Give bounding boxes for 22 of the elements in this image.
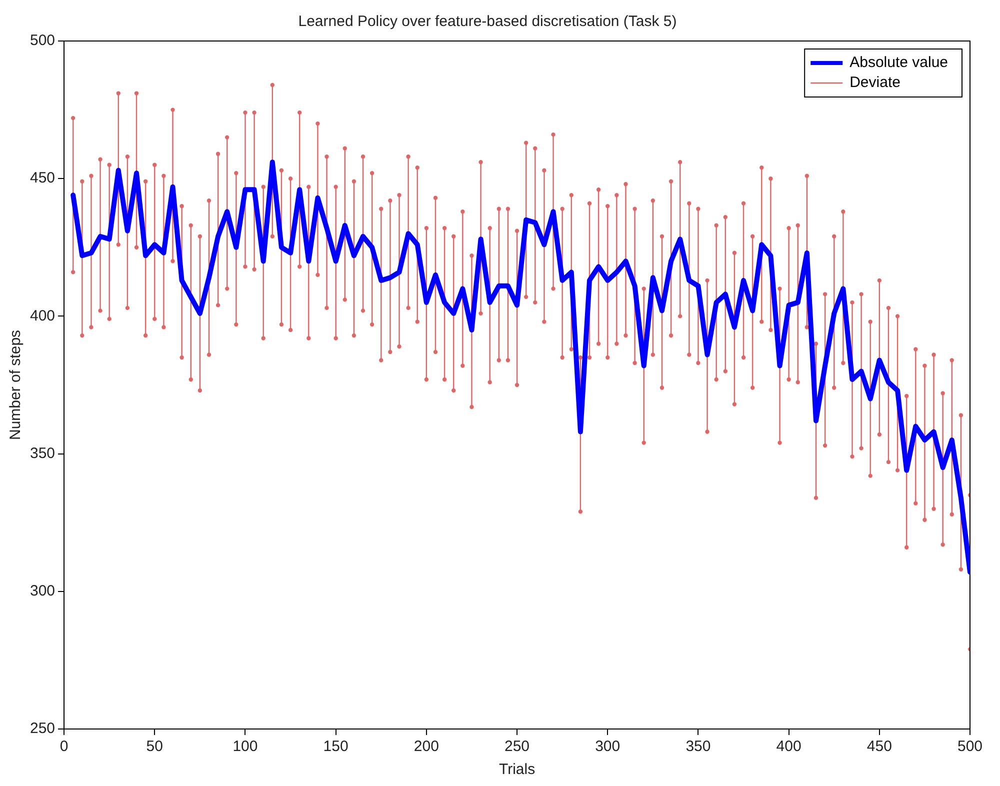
chart-title: Learned Policy over feature-based discretisation (Task 5) xyxy=(298,13,677,30)
y-tick-label: 500 xyxy=(30,32,56,50)
x-tick-label: 350 xyxy=(686,738,711,756)
x-tick-label: 500 xyxy=(957,738,983,756)
legend-label: Absolute value xyxy=(850,54,948,72)
x-tick-label: 200 xyxy=(414,738,439,756)
y-axis-title: Number of steps xyxy=(7,330,24,440)
x-tick-label: 400 xyxy=(776,738,802,756)
x-tick-label: 450 xyxy=(866,738,892,756)
x-tick-label: 100 xyxy=(232,738,258,756)
y-tick-label: 300 xyxy=(30,582,56,600)
x-tick-label: 50 xyxy=(146,738,163,756)
y-tick-label: 350 xyxy=(30,444,56,462)
x-tick-label: 150 xyxy=(323,738,348,756)
x-tick-label: 0 xyxy=(60,738,68,756)
y-tick-label: 400 xyxy=(30,307,56,324)
legend-label: Deviate xyxy=(850,74,900,92)
x-tick-label: 300 xyxy=(595,738,620,756)
x-axis-title: Trials xyxy=(498,761,536,778)
y-tick-label: 450 xyxy=(30,170,56,187)
y-tick-label: 250 xyxy=(30,720,56,738)
x-tick-label: 250 xyxy=(504,738,530,756)
